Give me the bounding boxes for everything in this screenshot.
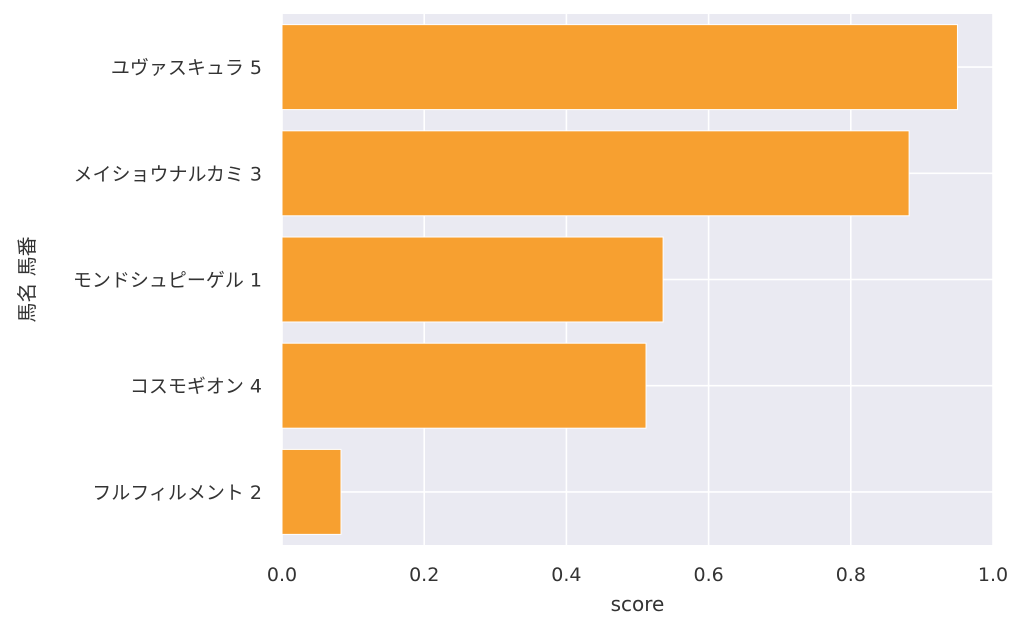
x-tick-labels: 0.0 0.2 0.4 0.6 0.8 1.0 [267,564,1008,586]
x-tick-label: 0.0 [267,564,297,586]
bar [281,448,342,535]
y-tick-label: フルフィルメント 2 [92,482,262,504]
x-axis-label: score [611,592,665,616]
y-tick-labels: ユヴァスキュラ 5 メイショウナルカミ 3 モンドシュピーゲル 1 コスモギオン 4 フ… [73,57,262,504]
x-tick-label: 0.2 [409,564,439,586]
x-tick-label: 0.6 [693,564,723,586]
y-tick-label: メイショウナルカミ 3 [73,163,262,185]
bar [281,130,910,217]
y-tick-label: コスモギオン 4 [130,376,262,398]
x-tick-label: 0.4 [551,564,581,586]
y-axis-label: 馬名 馬番 [15,236,39,322]
x-tick-label: 0.8 [836,564,866,586]
bar [281,342,647,429]
y-tick-label: ユヴァスキュラ 5 [111,57,262,79]
x-tick-label: 1.0 [978,564,1008,586]
y-tick-label: モンドシュピーゲル 1 [73,270,262,292]
bar [281,236,664,323]
bars [281,24,958,535]
bar [281,24,958,111]
